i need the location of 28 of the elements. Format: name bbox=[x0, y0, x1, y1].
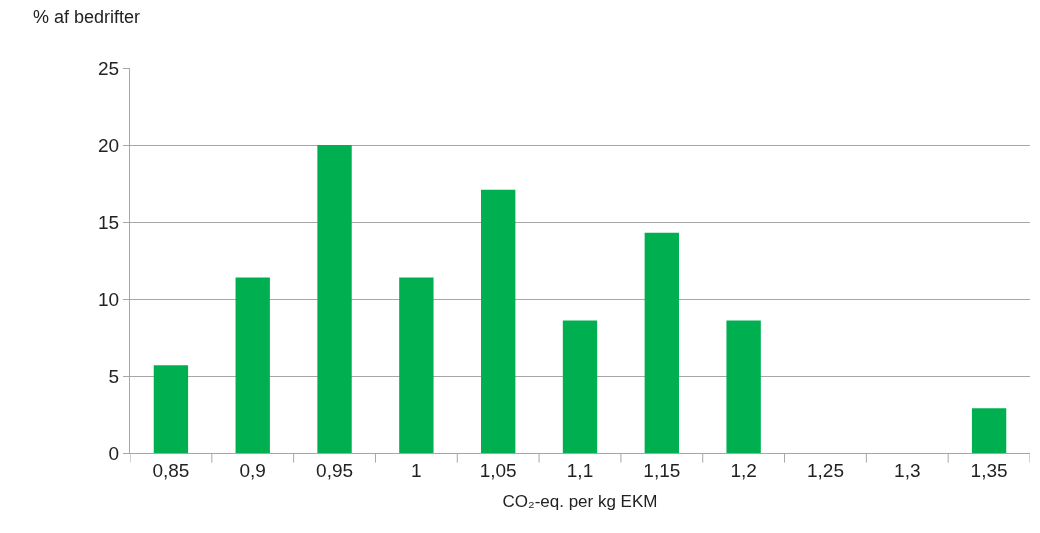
bar bbox=[399, 277, 434, 453]
bar bbox=[153, 365, 189, 453]
y-tick-label: 10 bbox=[98, 288, 120, 310]
y-tick-label: 25 bbox=[98, 57, 120, 79]
bar bbox=[562, 320, 598, 453]
x-axis-title: CO₂-eq. per kg EKM bbox=[502, 492, 658, 512]
x-tick-label: 0,9 bbox=[239, 459, 266, 481]
x-tick-label: 1,3 bbox=[894, 459, 921, 481]
x-tick-label: 1,1 bbox=[566, 459, 594, 481]
bar bbox=[317, 145, 352, 453]
bar bbox=[726, 320, 761, 453]
y-tick-label: 15 bbox=[98, 211, 120, 233]
bar bbox=[971, 408, 1007, 453]
x-tick-label: 0,95 bbox=[316, 459, 354, 481]
bar bbox=[644, 232, 679, 453]
y-tick-label: 5 bbox=[108, 365, 120, 387]
x-tick-label: 1,15 bbox=[643, 459, 681, 481]
y-tick-label: 0 bbox=[108, 442, 120, 464]
x-tick-label: 1,05 bbox=[479, 459, 517, 481]
y-tick-label: 20 bbox=[98, 134, 120, 156]
x-tick-label: 1,25 bbox=[806, 459, 844, 481]
y-axis-title: % af bedrifter bbox=[33, 7, 141, 27]
x-tick-label: 0,85 bbox=[152, 459, 190, 481]
x-tick-label: 1,35 bbox=[970, 459, 1008, 481]
bar bbox=[481, 189, 516, 453]
x-tick-label: 1 bbox=[411, 459, 422, 481]
x-tick-label: 1,2 bbox=[730, 459, 757, 481]
bar bbox=[235, 277, 270, 453]
